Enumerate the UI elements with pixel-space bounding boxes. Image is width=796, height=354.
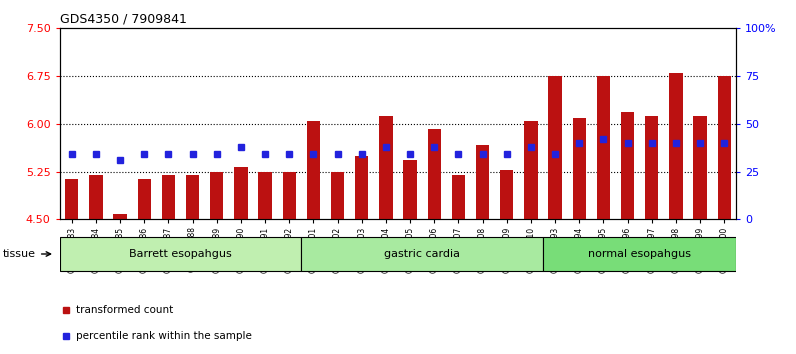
Bar — [60, 237, 302, 271]
Bar — [621, 113, 634, 219]
Bar — [452, 175, 465, 219]
Bar — [138, 179, 151, 219]
Bar — [302, 237, 543, 271]
Bar — [693, 116, 707, 219]
Bar — [572, 118, 586, 219]
Bar — [355, 156, 369, 219]
Bar — [162, 175, 175, 219]
Text: GDS4350 / 7909841: GDS4350 / 7909841 — [60, 13, 186, 26]
Bar — [379, 116, 392, 219]
Text: transformed count: transformed count — [76, 305, 173, 315]
Bar — [89, 175, 103, 219]
Text: percentile rank within the sample: percentile rank within the sample — [76, 331, 252, 341]
Bar — [645, 116, 658, 219]
Bar — [331, 172, 344, 219]
Bar — [500, 170, 513, 219]
Bar — [306, 121, 320, 219]
Bar — [543, 237, 736, 271]
Bar — [65, 179, 79, 219]
Bar — [548, 76, 562, 219]
Text: tissue: tissue — [3, 249, 51, 259]
Bar — [114, 215, 127, 219]
Bar — [404, 160, 417, 219]
Bar — [427, 129, 441, 219]
Bar — [186, 175, 199, 219]
Bar — [525, 121, 537, 219]
Text: normal esopahgus: normal esopahgus — [588, 249, 691, 259]
Bar — [234, 167, 248, 219]
Bar — [717, 76, 731, 219]
Bar — [210, 172, 224, 219]
Bar — [259, 172, 271, 219]
Text: Barrett esopahgus: Barrett esopahgus — [129, 249, 232, 259]
Bar — [597, 76, 610, 219]
Text: gastric cardia: gastric cardia — [384, 249, 460, 259]
Bar — [476, 145, 490, 219]
Bar — [669, 73, 682, 219]
Bar — [283, 172, 296, 219]
